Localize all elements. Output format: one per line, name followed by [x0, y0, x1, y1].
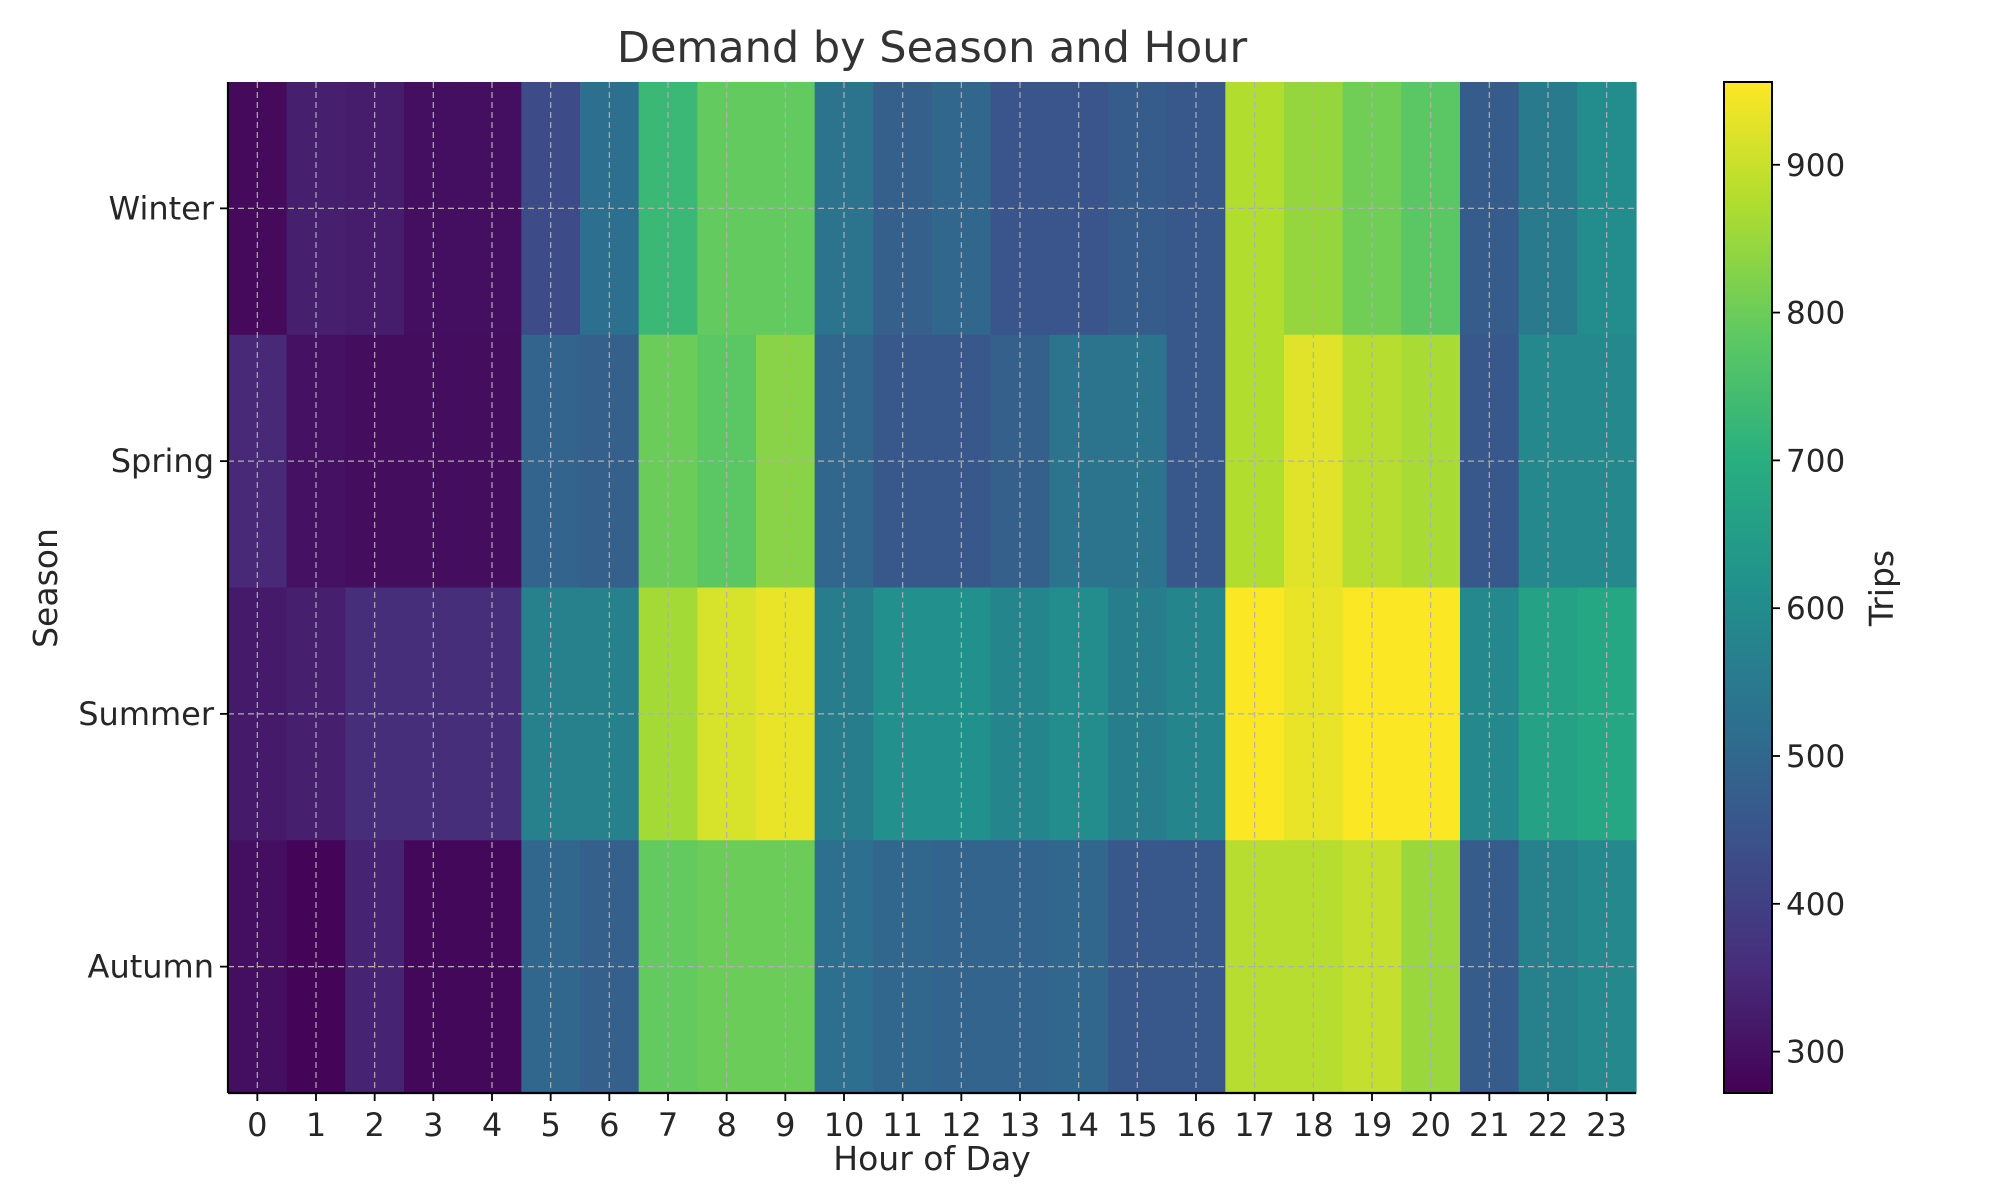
y-axis-ticks: Winter Spring Summer Autumn	[78, 189, 228, 986]
chart-title: Demand by Season and Hour	[617, 23, 1248, 73]
colorbar-tick-label-400: 400	[1786, 887, 1845, 923]
x-tick-label-12: 12	[941, 1106, 982, 1144]
x-tick-label-20: 20	[1410, 1106, 1451, 1144]
y-tick-label-autumn: Autumn	[88, 948, 214, 986]
x-tick-label-22: 22	[1528, 1106, 1569, 1144]
y-tick-label-spring: Spring	[111, 442, 214, 480]
x-tick-label-16: 16	[1176, 1106, 1217, 1144]
x-tick-label-19: 19	[1352, 1106, 1393, 1144]
x-tick-label-0: 0	[247, 1106, 267, 1144]
x-tick-label-10: 10	[824, 1106, 865, 1144]
colorbar: 300 400 500 600 700 800 900	[1723, 81, 1845, 1094]
x-tick-label-8: 8	[716, 1106, 736, 1144]
x-tick-label-17: 17	[1234, 1106, 1275, 1144]
x-tick-label-11: 11	[882, 1106, 923, 1144]
x-tick-label-21: 21	[1469, 1106, 1510, 1144]
axes	[226, 82, 1636, 1095]
colorbar-tick-label-300: 300	[1786, 1035, 1845, 1071]
x-tick-label-5: 5	[540, 1106, 560, 1144]
colorbar-label: Trips	[1862, 550, 1901, 627]
colorbar-gradient	[1723, 81, 1773, 1094]
x-tick-label-1: 1	[306, 1106, 326, 1144]
y-axis-label: Season	[26, 528, 65, 648]
x-tick-label-14: 14	[1058, 1106, 1099, 1144]
y-tick-label-winter: Winter	[109, 189, 215, 227]
x-tick-label-7: 7	[658, 1106, 678, 1144]
x-tick-label-4: 4	[482, 1106, 502, 1144]
colorbar-tick-label-800: 800	[1786, 296, 1845, 332]
y-tick-label-summer: Summer	[78, 695, 215, 733]
colorbar-tick-label-900: 900	[1786, 148, 1845, 184]
x-tick-label-3: 3	[423, 1106, 443, 1144]
x-tick-label-9: 9	[775, 1106, 795, 1144]
x-tick-label-23: 23	[1586, 1106, 1627, 1144]
x-tick-label-18: 18	[1293, 1106, 1334, 1144]
x-axis-ticks: 0 1 2 3 4 5 6 7 8 9 10 11 12 13 14 15 16 17 18 19 20 21 22 23	[247, 1093, 1627, 1144]
colorbar-tick-label-600: 600	[1786, 591, 1845, 627]
x-tick-label-13: 13	[1000, 1106, 1041, 1144]
colorbar-tick-label-700: 700	[1786, 443, 1845, 479]
x-tick-label-6: 6	[599, 1106, 619, 1144]
colorbar-tick-label-500: 500	[1786, 739, 1845, 775]
x-tick-label-15: 15	[1117, 1106, 1158, 1144]
x-tick-label-2: 2	[364, 1106, 384, 1144]
heatmap-cells	[228, 82, 1637, 1094]
x-axis-label: Hour of Day	[833, 1139, 1030, 1178]
grid-lines	[228, 82, 1636, 1093]
